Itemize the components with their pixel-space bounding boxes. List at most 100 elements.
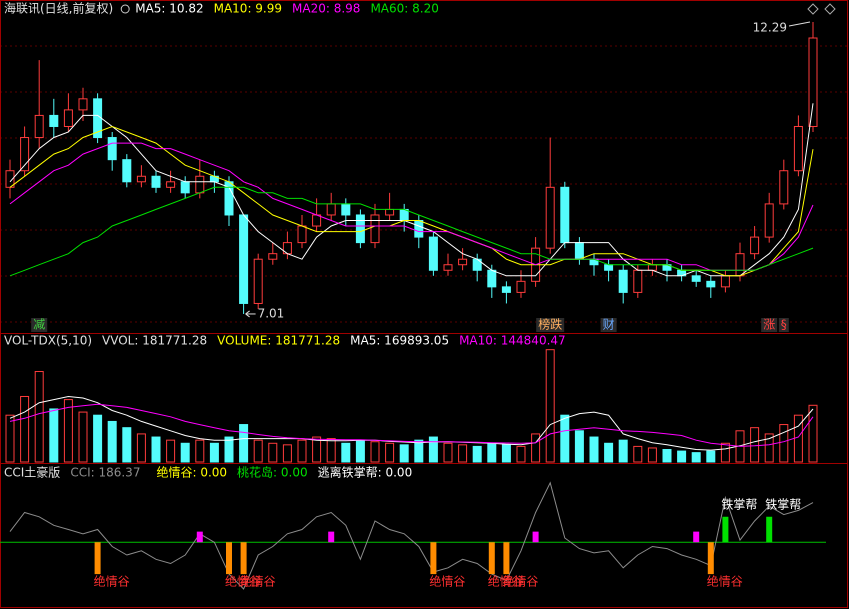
legend-entry: 逃离铁掌帮: 0.00: [318, 465, 413, 480]
candle-body: [341, 203, 351, 216]
volume-bar: [385, 442, 395, 463]
candle-body: [5, 170, 15, 188]
signal-label: 绝情谷: [429, 574, 465, 589]
volume-bar: [312, 436, 322, 463]
ma-line: [9, 186, 814, 277]
volume-bar: [472, 445, 482, 463]
signal-label: 铁掌帮: [721, 497, 757, 511]
volume-bar: [297, 439, 307, 463]
signal-label: 绝情谷: [502, 574, 538, 589]
candle-body: [428, 236, 438, 271]
candle-body: [326, 203, 336, 216]
candle-body: [297, 225, 307, 244]
volume-bar: [443, 442, 453, 463]
volume-bar: [253, 439, 263, 463]
candle-body: [136, 175, 146, 183]
volume-bar: [34, 371, 44, 463]
event-badge: [600, 318, 617, 332]
signal-bar: [240, 542, 247, 575]
window-icons[interactable]: [807, 3, 836, 15]
volume-bar: [78, 411, 88, 463]
signal-label: 铁掌帮: [765, 497, 801, 511]
cci-line: [9, 481, 814, 590]
volume-bar: [589, 436, 599, 463]
signal-label: 绝情谷: [707, 574, 743, 589]
volume-bar: [428, 436, 438, 463]
candle-body: [720, 275, 730, 288]
candle-body: [764, 203, 774, 238]
volume-bar: [370, 441, 380, 463]
volume-bar: [268, 442, 278, 463]
candle-body: [122, 159, 132, 183]
volume-bar: [195, 439, 205, 463]
volume-bar: [166, 439, 176, 463]
volume-bar: [706, 450, 716, 463]
signal-bar: [707, 542, 714, 575]
candle-body: [750, 236, 760, 255]
volume-bar: [808, 404, 818, 463]
candle-body: [560, 186, 570, 244]
volume-bar: [691, 452, 701, 463]
signal-bar: [226, 542, 232, 575]
candle-body: [633, 269, 643, 293]
candle-body: [516, 280, 526, 293]
candle-body: [545, 186, 555, 249]
volume-bar: [93, 414, 103, 463]
legend-entry: MA10: 9.99: [214, 2, 282, 16]
signal-bar: [722, 516, 729, 543]
event-badge: [778, 318, 789, 332]
volume-bar: [107, 420, 117, 463]
volume-bar: [501, 444, 511, 463]
volume-ma-line: [9, 403, 814, 447]
event-label: 榜跌: [538, 317, 562, 332]
legend-entry: MA5: 169893.05: [350, 334, 449, 348]
candle-body: [355, 214, 365, 244]
volume-bar: [720, 442, 730, 463]
volume-bar: [209, 442, 219, 463]
ma-line: [9, 103, 814, 277]
event-badge: [536, 318, 565, 332]
candle-body: [443, 264, 453, 271]
signal-bar: [693, 531, 700, 543]
annotation-arrow: [788, 21, 811, 27]
candle-body: [458, 258, 468, 266]
volume-bar: [779, 424, 789, 463]
legend-entry: 绝情谷: 0.00: [156, 465, 227, 480]
candle-body: [151, 175, 161, 188]
volume-bar: [5, 414, 15, 463]
signal-label: 绝情谷: [240, 574, 276, 589]
legend-entry: VOL-TDX(5,10): [4, 334, 92, 348]
candle-body: [166, 181, 176, 188]
event-label: 减: [33, 318, 45, 332]
volume-bar: [63, 399, 73, 463]
signal-bar: [196, 531, 203, 543]
volume-bar: [355, 439, 365, 463]
signal-label: 绝情谷: [225, 574, 261, 589]
candle-body: [370, 214, 380, 244]
candle-body: [574, 242, 584, 260]
candle-body: [618, 269, 628, 293]
candle-body: [180, 181, 190, 194]
candle-body: [78, 98, 88, 111]
volume-bar: [545, 349, 555, 463]
candle-body: [253, 258, 263, 304]
event-badge: [31, 318, 48, 332]
legend-entry: 桃花岛: 0.00: [237, 465, 308, 480]
signal-bar: [532, 531, 539, 543]
signal-bar: [430, 542, 437, 575]
volume-ma-line: [9, 395, 814, 451]
candle-body: [195, 175, 205, 194]
max-annotation: 12.29: [753, 20, 787, 34]
volume-bar: [604, 442, 614, 463]
volume-bar: [677, 450, 687, 463]
candle-body: [706, 280, 716, 288]
candle-body: [385, 208, 395, 216]
candle-body: [34, 114, 44, 139]
candle-body: [239, 214, 249, 304]
volume-bar: [633, 445, 643, 463]
signal-bar: [488, 542, 495, 575]
signal-bar: [328, 531, 335, 543]
volume-bar: [180, 442, 190, 463]
